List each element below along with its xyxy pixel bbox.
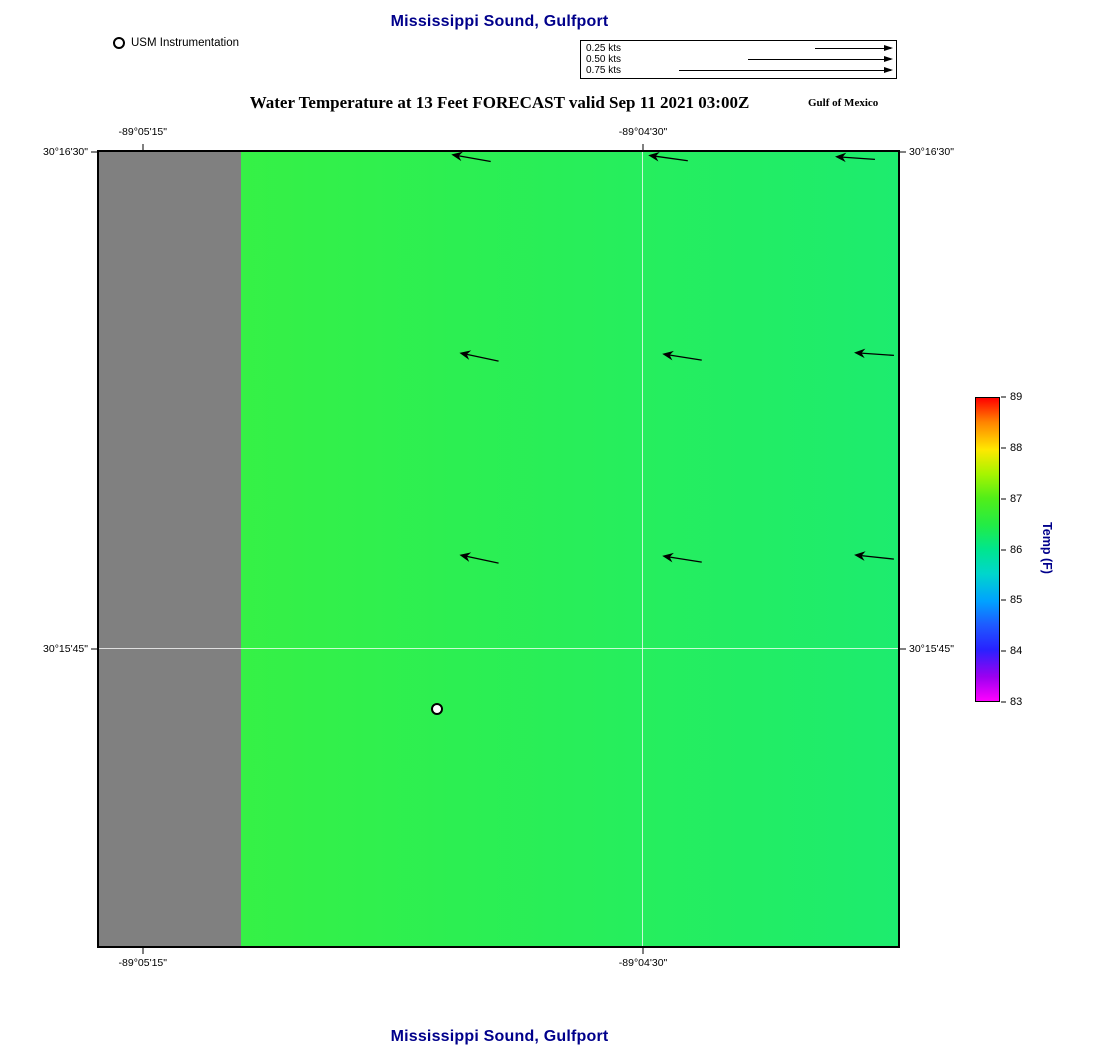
instrumentation-legend-label: USM Instrumentation <box>131 37 240 49</box>
colorbar-ticks: 89 88 87 86 85 84 83 <box>975 391 1022 708</box>
colorbar-tick-label: 86 <box>1010 543 1023 556</box>
colorbar-tick-label: 84 <box>1010 645 1023 658</box>
colorbar-tick <box>1001 396 1006 398</box>
axis-tick-label: -89°04'30" <box>618 957 668 969</box>
scale-arrow-line <box>748 56 893 62</box>
station-marker <box>430 703 443 716</box>
current-vector-arrow <box>660 346 704 368</box>
axis-tick <box>642 948 644 954</box>
colorbar-tick-label: 87 <box>1010 492 1023 505</box>
axis-tick <box>900 648 906 650</box>
axis-tick <box>142 948 144 954</box>
colorbar-tick <box>1001 599 1006 601</box>
map-plot: -89°05'15" -89°05'15" -89°04'30" -89°04'30"… <box>43 126 954 969</box>
scale-row: 0.75 kts <box>586 65 893 76</box>
colorbar-tick-label: 85 <box>1010 594 1023 607</box>
station-circle-icon <box>113 37 125 49</box>
gridline-vertical <box>642 152 644 946</box>
current-vector-arrow <box>852 547 895 567</box>
colorbar-gradient <box>975 397 1000 702</box>
colorbar-tick <box>1001 701 1006 703</box>
current-vector-arrow <box>456 345 500 369</box>
map-area <box>97 150 900 948</box>
scale-row: 0.25 kts <box>586 43 893 54</box>
land-area <box>99 152 242 946</box>
scale-arrow <box>636 45 893 51</box>
colorbar-tick-label: 88 <box>1010 441 1023 454</box>
current-vector-arrow <box>660 547 704 569</box>
scale-arrow-line <box>814 45 893 51</box>
axis-tick <box>91 648 97 650</box>
scale-row-label: 0.75 kts <box>586 65 622 76</box>
axis-tick <box>142 144 144 150</box>
axis-tick-label: 30°15'45" <box>909 642 954 655</box>
page-title-bottom: Mississippi Sound, Gulfport <box>390 1028 609 1045</box>
scale-row: 0.50 kts <box>586 54 893 65</box>
scale-row-label: 0.25 kts <box>586 43 622 54</box>
axis-tick-label: 30°16'30" <box>43 146 88 159</box>
scale-row-label: 0.50 kts <box>586 54 622 65</box>
scale-arrow-line <box>679 67 893 73</box>
gridline-horizontal <box>99 648 898 650</box>
velocity-scale-legend: 0.25 kts 0.50 kts 0.75 kts <box>580 40 897 79</box>
axis-tick <box>642 144 644 150</box>
axis-tick <box>91 151 97 153</box>
colorbar-tick-label: 89 <box>1010 391 1023 403</box>
current-vector-arrow <box>646 152 690 169</box>
colorbar: 89 88 87 86 85 84 83 <box>975 391 1022 708</box>
colorbar-tick-label: 83 <box>1010 696 1023 708</box>
page-title-top: Mississippi Sound, Gulfport <box>390 13 609 30</box>
colorbar-tick <box>1001 650 1006 652</box>
current-vector-arrow <box>456 546 500 570</box>
colorbar-tick <box>1001 447 1006 449</box>
axis-tick-label: 30°16'30" <box>909 146 954 159</box>
scale-arrow <box>636 67 893 73</box>
axis-tick-label: -89°05'15" <box>118 126 167 138</box>
axis-tick-label: 30°15'45" <box>43 642 88 655</box>
plot-subtitle: Water Temperature at 13 Feet FORECAST va… <box>249 93 750 112</box>
colorbar-tick <box>1001 498 1006 500</box>
region-label: Gulf of Mexico <box>808 97 879 109</box>
axis-tick <box>900 151 906 153</box>
instrumentation-legend: USM Instrumentation <box>113 37 239 49</box>
scale-arrow <box>636 56 893 62</box>
axis-tick-label: -89°04'30" <box>618 126 668 138</box>
colorbar-label: Temp (F) <box>1040 522 1054 574</box>
current-vector-arrow <box>833 152 876 168</box>
current-vector-arrow <box>853 345 896 364</box>
axis-tick-label: -89°05'15" <box>118 957 167 969</box>
current-vector-arrow <box>448 152 492 170</box>
colorbar-tick <box>1001 549 1006 550</box>
